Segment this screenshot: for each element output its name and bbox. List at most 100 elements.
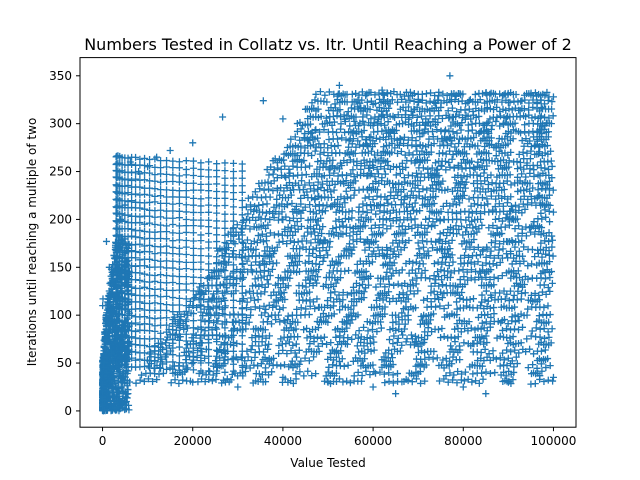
data-point: [421, 348, 429, 356]
data-point: [513, 360, 521, 368]
data-point: [197, 245, 205, 253]
data-point: [254, 296, 262, 304]
data-point: [544, 283, 552, 291]
data-point: [491, 369, 499, 377]
data-point: [338, 171, 346, 179]
data-point: [393, 338, 401, 346]
data-point: [136, 321, 144, 329]
data-point: [446, 357, 454, 365]
data-point: [418, 347, 426, 355]
data-point: [146, 248, 154, 256]
data-point: [182, 228, 190, 236]
data-point: [468, 378, 476, 386]
data-point: [175, 222, 183, 230]
data-point: [136, 240, 144, 248]
data-point: [489, 260, 497, 268]
data-point: [496, 289, 504, 297]
data-point: [478, 319, 486, 327]
data-point: [398, 222, 406, 230]
data-point: [255, 282, 263, 290]
data-point: [439, 281, 447, 289]
data-point: [213, 224, 221, 232]
data-point: [238, 332, 246, 340]
data-point: [379, 90, 387, 98]
data-point: [457, 376, 465, 384]
data-point: [360, 288, 368, 296]
data-point: [461, 106, 469, 114]
data-point: [226, 272, 234, 280]
data-point: [169, 257, 177, 265]
data-point: [136, 355, 144, 363]
data-point: [303, 334, 311, 342]
data-point: [354, 311, 362, 319]
data-point: [547, 339, 555, 347]
data-point: [467, 274, 475, 282]
data-point: [448, 208, 456, 216]
data-point: [151, 271, 159, 279]
data-point: [265, 340, 273, 348]
data-point: [474, 258, 482, 266]
data-point: [320, 148, 328, 156]
data-point: [284, 333, 292, 341]
data-point: [132, 319, 140, 327]
data-point: [107, 306, 115, 314]
data-point: [157, 213, 165, 221]
data-point: [444, 301, 452, 309]
data-point: [287, 347, 295, 355]
data-point: [437, 334, 445, 342]
data-point: [314, 342, 322, 350]
data-point: [429, 355, 437, 363]
data-point: [454, 333, 462, 341]
data-point: [197, 265, 205, 273]
data-point: [412, 258, 420, 266]
data-point: [451, 325, 459, 333]
data-point: [339, 378, 347, 386]
data-point: [315, 201, 323, 209]
data-point: [341, 215, 349, 223]
data-point: [157, 293, 165, 301]
data-point: [484, 180, 492, 188]
data-point: [121, 373, 129, 381]
data-point: [336, 149, 344, 157]
data-point: [412, 280, 420, 288]
data-point: [544, 376, 552, 384]
data-point: [169, 278, 177, 286]
data-point: [380, 353, 388, 361]
data-point: [124, 225, 132, 233]
data-point: [171, 376, 179, 384]
data-point: [454, 163, 462, 171]
data-point: [530, 166, 538, 174]
data-point: [169, 214, 177, 222]
data-point: [405, 257, 413, 265]
data-point: [417, 170, 425, 178]
data-point: [435, 92, 443, 100]
data-point: [291, 349, 299, 357]
data-point: [460, 377, 468, 385]
data-point: [264, 280, 272, 288]
data-point: [421, 328, 429, 336]
data-point: [333, 112, 341, 120]
data-point: [399, 331, 407, 339]
data-point: [548, 279, 556, 287]
data-point: [217, 341, 225, 349]
data-point: [221, 201, 229, 209]
data-point: [213, 325, 221, 333]
data-point: [221, 231, 229, 239]
data-point: [123, 394, 131, 402]
data-point: [312, 370, 320, 378]
data-point: [155, 370, 163, 378]
data-point: [494, 274, 502, 282]
data-point: [157, 249, 165, 257]
data-point: [249, 282, 257, 290]
data-point: [419, 260, 427, 268]
data-point: [385, 346, 393, 354]
data-point: [277, 362, 285, 370]
data-point: [359, 200, 367, 208]
data-point: [175, 273, 183, 281]
data-point: [510, 291, 518, 299]
data-point: [438, 294, 446, 302]
data-point: [213, 281, 221, 289]
data-point: [544, 97, 552, 105]
data-point: [329, 128, 337, 136]
data-point: [136, 284, 144, 292]
